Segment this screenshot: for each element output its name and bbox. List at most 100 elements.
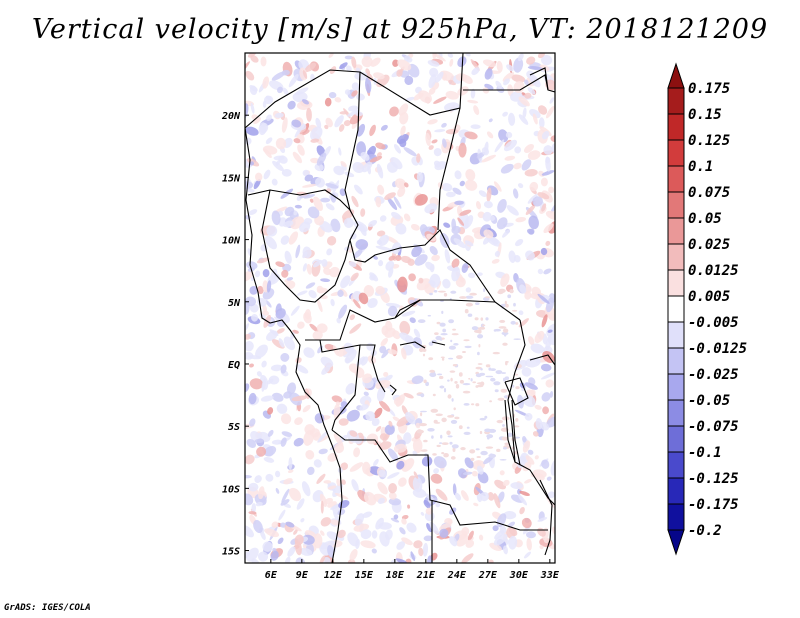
field-blob bbox=[375, 245, 392, 251]
field-blob bbox=[351, 82, 360, 91]
colorbar-label: -0.0125 bbox=[688, 341, 747, 357]
field-speckle bbox=[459, 296, 467, 299]
field-blob bbox=[491, 258, 500, 264]
colorbar-segment bbox=[667, 451, 685, 479]
field-blob bbox=[514, 238, 524, 247]
field-blob bbox=[343, 120, 351, 127]
field-blob bbox=[255, 344, 268, 359]
field-blob bbox=[519, 506, 525, 515]
field-blob bbox=[359, 404, 369, 411]
field-blob bbox=[541, 54, 553, 66]
field-blob bbox=[333, 165, 345, 176]
field-blob bbox=[493, 493, 501, 509]
axis-ticks: 6E 9E 12E 15E 18E 21E 24E 27E 30E 33E 20N 15N 10N 5N E… bbox=[221, 111, 560, 581]
field-blob bbox=[314, 413, 325, 424]
field-blob bbox=[396, 69, 403, 77]
field-blob bbox=[257, 551, 269, 562]
field-blob bbox=[309, 198, 314, 203]
field-blob bbox=[537, 53, 546, 59]
field-blob bbox=[502, 111, 508, 117]
lon-tick-label: 6E bbox=[265, 570, 278, 581]
field-blob bbox=[378, 522, 392, 530]
field-blob bbox=[339, 62, 348, 70]
field-blob bbox=[378, 260, 384, 267]
field-blob bbox=[399, 527, 406, 535]
field-blob bbox=[484, 68, 493, 80]
field-blob bbox=[399, 320, 411, 336]
field-blob bbox=[281, 488, 290, 503]
field-speckle bbox=[440, 356, 445, 359]
field-speckle bbox=[451, 444, 459, 449]
field-speckle bbox=[436, 444, 441, 448]
field-speckle bbox=[441, 357, 445, 361]
field-blob bbox=[378, 441, 392, 450]
field-blob bbox=[330, 193, 337, 203]
field-blob bbox=[363, 491, 377, 506]
field-blob bbox=[385, 302, 401, 308]
field-blob bbox=[452, 187, 462, 195]
field-blob bbox=[348, 105, 359, 112]
lat-tick-label: 10N bbox=[222, 236, 241, 247]
field-blob bbox=[457, 468, 468, 479]
field-blob bbox=[397, 186, 406, 198]
field-blob bbox=[410, 551, 416, 562]
field-blob bbox=[377, 497, 385, 505]
field-blob bbox=[291, 395, 308, 402]
field-speckle bbox=[464, 309, 469, 314]
field-blob bbox=[309, 323, 319, 333]
field-speckle bbox=[477, 363, 483, 365]
field-blob bbox=[464, 215, 474, 229]
field-blob bbox=[299, 547, 313, 556]
field-blob bbox=[256, 371, 262, 377]
colorbar-label: 0.05 bbox=[688, 211, 722, 227]
field-blob bbox=[310, 126, 323, 141]
field-blob bbox=[524, 357, 541, 368]
field-blob bbox=[384, 424, 395, 435]
field-blob bbox=[283, 478, 293, 485]
field-blob bbox=[304, 62, 317, 73]
field-speckle bbox=[463, 431, 471, 435]
field-blob bbox=[293, 210, 298, 216]
field-blob bbox=[276, 328, 285, 334]
lake-small-1 bbox=[399, 341, 446, 349]
field-blob bbox=[414, 194, 428, 206]
field-blob bbox=[280, 364, 287, 374]
field-blob bbox=[254, 172, 263, 182]
field-blob bbox=[527, 449, 534, 455]
field-blob bbox=[470, 88, 476, 99]
field-blob bbox=[302, 169, 310, 177]
field-blob bbox=[288, 231, 299, 245]
field-blob bbox=[547, 329, 553, 333]
field-blob bbox=[304, 309, 312, 320]
field-blob bbox=[412, 438, 423, 453]
field-blob bbox=[390, 517, 400, 523]
field-blob bbox=[422, 542, 429, 557]
field-blob bbox=[245, 270, 254, 282]
field-blob bbox=[330, 519, 341, 526]
field-blob bbox=[255, 501, 263, 507]
field-blob bbox=[525, 455, 535, 465]
field-blob bbox=[504, 155, 516, 161]
field-blob bbox=[245, 454, 255, 465]
field-speckle bbox=[504, 376, 510, 381]
field-blob bbox=[405, 412, 416, 425]
lat-tick-label: 15S bbox=[222, 547, 240, 558]
field-blob bbox=[543, 145, 553, 155]
field-speckle bbox=[493, 329, 497, 332]
field-speckle bbox=[483, 288, 486, 293]
field-blob bbox=[343, 217, 354, 228]
field-blob bbox=[282, 87, 289, 96]
field-speckle bbox=[440, 333, 448, 336]
field-speckle bbox=[510, 320, 516, 325]
lon-tick-label: 27E bbox=[478, 570, 498, 581]
field-blob bbox=[290, 332, 295, 340]
map-frame bbox=[244, 52, 556, 564]
field-blob bbox=[548, 186, 555, 194]
field-blob bbox=[416, 153, 421, 163]
field-blob bbox=[261, 360, 267, 368]
field-blob bbox=[399, 138, 407, 148]
field-blob bbox=[525, 204, 536, 215]
field-blob bbox=[316, 299, 323, 313]
field-blob bbox=[296, 290, 308, 296]
